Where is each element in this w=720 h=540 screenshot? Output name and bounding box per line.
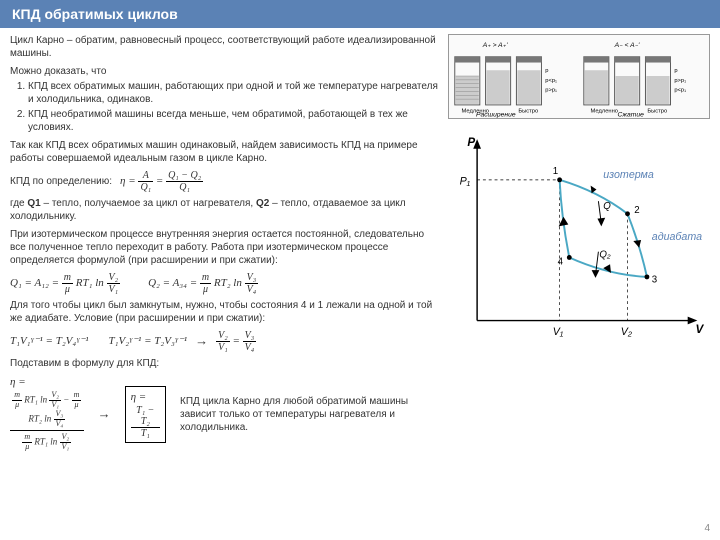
svg-text:адиабата: адиабата [652,231,702,243]
arrow-icon: → [195,333,208,350]
efficiency-definition: КПД по определению: η = AQ₁ = Q₁ − Q₂Q₁ [10,170,440,193]
svg-text:p>p₁: p>p₁ [545,87,557,93]
svg-text:Быстро: Быстро [647,109,667,115]
svg-text:Q₂: Q₂ [599,249,611,260]
para-carnot: Так как КПД всех обратимых машин одинако… [10,139,440,165]
list-item: КПД всех обратимых машин, работающих при… [28,80,440,106]
svg-text:p: p [674,68,677,74]
label: A₊ > A₊' [482,42,509,49]
substitute-text: Подставим в формулу для КПД: [10,357,440,370]
isothermal-text: При изотермическом процессе внутренняя э… [10,228,440,267]
svg-text:2: 2 [634,205,639,216]
adiabat-condition-text: Для того чтобы цикл был замкнутым, нужно… [10,299,440,325]
page-number: 4 [704,523,710,534]
svg-text:P₁: P₁ [460,176,471,188]
final-conclusion: КПД цикла Карно для любой обратимой маши… [180,395,440,434]
final-formula-row: η = mμ RT₁ ln V₂V₁ − mμ RT₂ ln V₃V₄ mμ R… [10,375,440,454]
adiabat-1: T₁V₁ˠ⁻¹ = T₂V₄ˠ⁻¹ [10,334,89,348]
q1-formula: Q₁ = A₁₂ = mμ RT₁ ln V₂V₁ [10,272,120,295]
svg-text:P: P [467,136,475,149]
eta-lhs: η = [120,175,136,187]
right-column: A₊ > A₊' Медленно Быстро Расширение p p<… [440,34,710,454]
adiabat-2: T₁V₂ˠ⁻¹ = T₂V₃ˠ⁻¹ [109,334,188,348]
prove-intro: Можно доказать, что [10,65,440,78]
piston-diagram: A₊ > A₊' Медленно Быстро Расширение p p<… [448,34,710,119]
svg-text:3: 3 [652,275,657,286]
svg-text:p<p₁: p<p₁ [674,87,686,93]
title-bar: КПД обратимых циклов [0,0,720,28]
q-definitions: где Q1 – тепло, получаемое за цикл от на… [10,197,440,223]
svg-text:Q: Q [603,201,611,212]
eff-formula: η = AQ₁ = Q₁ − Q₂Q₁ [120,170,203,193]
eff-label: КПД по определению: [10,175,112,188]
svg-text:Сжатие: Сжатие [618,111,645,118]
svg-text:A₋ < A₋': A₋ < A₋' [614,42,641,49]
big-efficiency-formula: η = mμ RT₁ ln V₂V₁ − mμ RT₂ ln V₃V₄ mμ R… [10,375,84,454]
svg-text:Быстро: Быстро [518,109,538,115]
list-item: КПД необратимой машины всегда меньше, че… [28,108,440,134]
svg-text:4: 4 [558,256,564,267]
volume-ratio: V₂V₁ = V₃V₄ [216,330,256,353]
svg-text:изотерма: изотерма [603,169,654,181]
content-area: Цикл Карно – обратим, равновесный процес… [0,28,720,454]
svg-text:V₁: V₁ [553,326,564,338]
svg-text:Медленно: Медленно [591,109,618,115]
heat-formulas: Q₁ = A₁₂ = mμ RT₁ ln V₂V₁ Q₂ = A₃₄ = mμ … [10,272,440,295]
svg-text:p: p [545,68,548,74]
intro-text: Цикл Карно – обратим, равновесный процес… [10,34,440,60]
statement-list: КПД всех обратимых машин, работающих при… [10,80,440,134]
svg-text:p<p₁: p<p₁ [545,78,557,84]
svg-text:Расширение: Расширение [476,111,516,118]
adiabat-formulas: T₁V₁ˠ⁻¹ = T₂V₄ˠ⁻¹ T₁V₂ˠ⁻¹ = T₂V₃ˠ⁻¹ → V₂… [10,330,440,353]
final-boxed-formula: η = T₁ − T₂T₁ [125,386,166,442]
q2-formula: Q₂ = A₃₄ = mμ RT₂ ln V₃V₄ [148,272,258,295]
left-column: Цикл Карно – обратим, равновесный процес… [10,34,440,454]
svg-text:V: V [695,323,704,336]
svg-text:1: 1 [553,166,558,177]
svg-text:V₂: V₂ [621,326,632,338]
arrow-icon: → [98,406,111,423]
pv-diagram: P V P₁ V₁ V₂ [448,128,710,353]
page-title: КПД обратимых циклов [12,6,178,22]
svg-text:p>p₁: p>p₁ [674,78,686,84]
